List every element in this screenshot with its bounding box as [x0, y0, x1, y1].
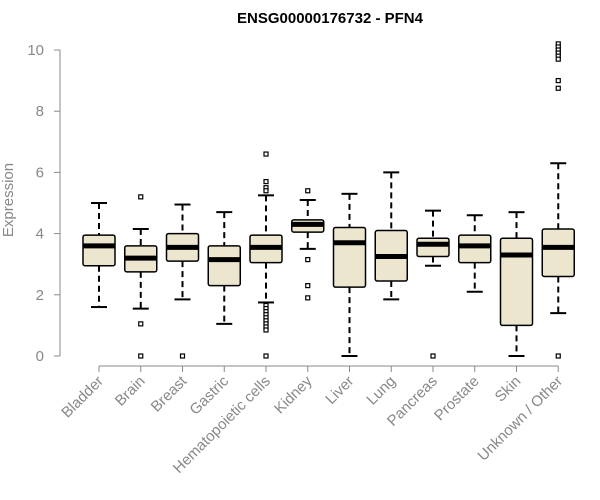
box-iqr [541, 228, 575, 278]
outlier-point [305, 188, 311, 194]
x-tick-label: Prostate [431, 373, 483, 425]
outlier-point [138, 194, 144, 200]
box-8 [416, 209, 450, 359]
x-tick-label: Bladder [58, 373, 107, 422]
y-tick-label: 0 [36, 348, 44, 365]
outlier-point [305, 257, 311, 263]
x-tick-label: Brain [112, 373, 149, 410]
x-tick-label: Liver [322, 373, 357, 408]
box-5 [291, 188, 325, 301]
box-10 [499, 211, 534, 357]
outlier-point [179, 353, 186, 359]
axes: 0 2 4 6 8 10 [27, 42, 559, 372]
x-tick-label: Breast [148, 372, 191, 415]
outlier-point [138, 353, 144, 359]
box-4 [249, 151, 283, 359]
outlier-point [263, 327, 269, 333]
y-tick-label: 8 [36, 103, 44, 120]
outlier-point [263, 353, 269, 359]
box-1 [124, 194, 158, 359]
outlier-point [305, 295, 311, 301]
outlier-point [555, 56, 561, 62]
y-tick-label: 10 [27, 42, 44, 59]
y-tick-label: 4 [36, 226, 44, 243]
box-iqr [207, 245, 241, 287]
box-iqr [82, 234, 116, 267]
box-0 [82, 202, 116, 309]
box-iqr [458, 234, 492, 264]
y-tick-label: 2 [36, 287, 44, 304]
box-2 [165, 203, 200, 359]
x-tick-label: Skin [492, 373, 525, 406]
boxes [82, 41, 575, 359]
box-iqr [332, 226, 367, 288]
outlier-point [430, 353, 436, 359]
outlier-point [305, 283, 311, 289]
x-tick-label: Kidney [271, 372, 316, 417]
box-iqr [499, 237, 534, 327]
outlier-point [263, 188, 269, 194]
chart-title: ENSG00000176732 - PFN4 [237, 10, 424, 27]
x-tick-label: Lung [363, 373, 399, 409]
y-axis-label: Expression [0, 163, 17, 237]
box-11 [541, 41, 575, 359]
box-3 [207, 211, 241, 325]
outlier-point [555, 85, 561, 91]
outlier-point [555, 77, 561, 84]
box-iqr [416, 237, 450, 258]
box-7 [374, 171, 408, 301]
box-9 [458, 214, 492, 293]
outlier-point [263, 178, 269, 185]
outlier-point [555, 353, 561, 359]
y-tick-label: 6 [36, 164, 44, 181]
outlier-point [263, 151, 269, 157]
outlier-point [138, 321, 144, 327]
box-6 [332, 192, 367, 357]
